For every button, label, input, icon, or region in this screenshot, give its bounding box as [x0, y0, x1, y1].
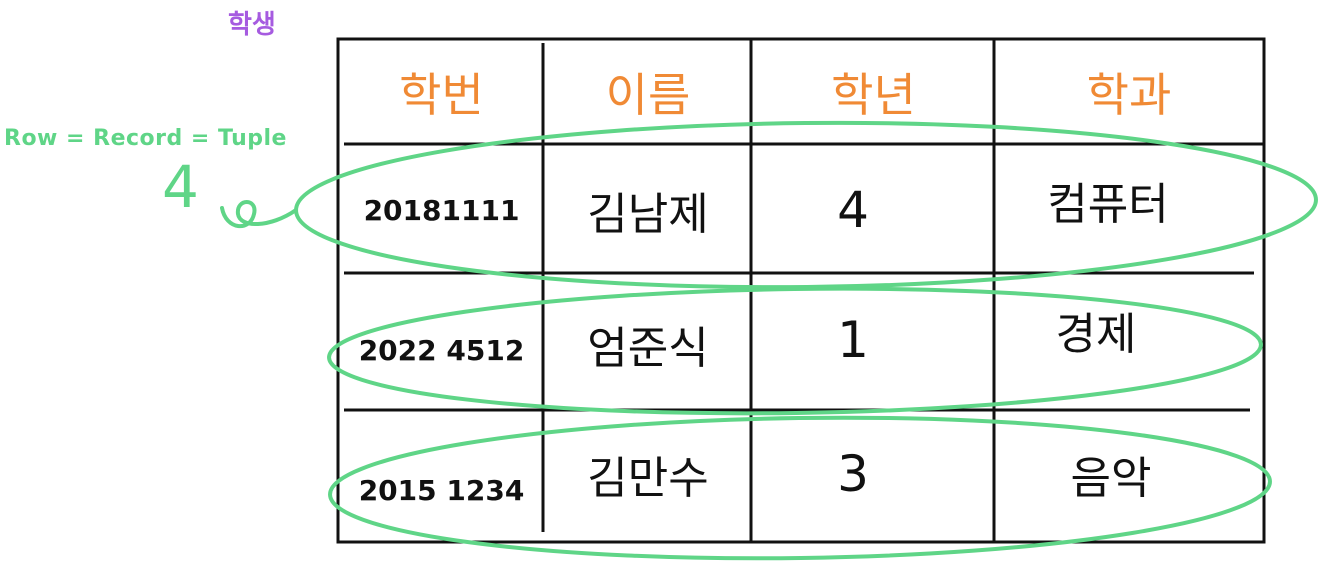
table-cell-department: 컴퓨터 — [1047, 179, 1169, 230]
table-cell-grade: 1 — [837, 311, 869, 369]
table-cell-grade: 4 — [837, 181, 869, 239]
table-cell-grade: 3 — [837, 445, 869, 503]
row-record-tuple-label: Row = Record = Tuple — [4, 126, 287, 151]
table-caption: 학생 — [228, 10, 276, 40]
header-cell-grade: 학년 — [831, 68, 916, 122]
table-cell-student-id: 2015 1234 — [358, 473, 525, 507]
header-cell-name: 이름 — [605, 68, 691, 122]
row-count-label: 4 — [162, 153, 199, 221]
header-cell-student-id: 학번 — [399, 68, 484, 122]
row-highlight-loop — [328, 415, 1272, 561]
row-highlight-loop — [327, 286, 1263, 416]
table-cell-name: 김만수 — [587, 453, 709, 504]
table-cell-name: 김남제 — [587, 189, 709, 240]
table-cell-department: 음악 — [1070, 453, 1152, 504]
table-cell-student-id: 20181111 — [363, 193, 520, 227]
table-border — [336, 37, 1266, 544]
table-cell-department: 경제 — [1055, 309, 1137, 360]
table-cell-student-id: 2022 4512 — [358, 333, 525, 367]
table-cell-name: 엄준식 — [587, 323, 709, 374]
row-count-loop — [220, 200, 298, 229]
header-cell-department: 학과 — [1086, 68, 1172, 122]
